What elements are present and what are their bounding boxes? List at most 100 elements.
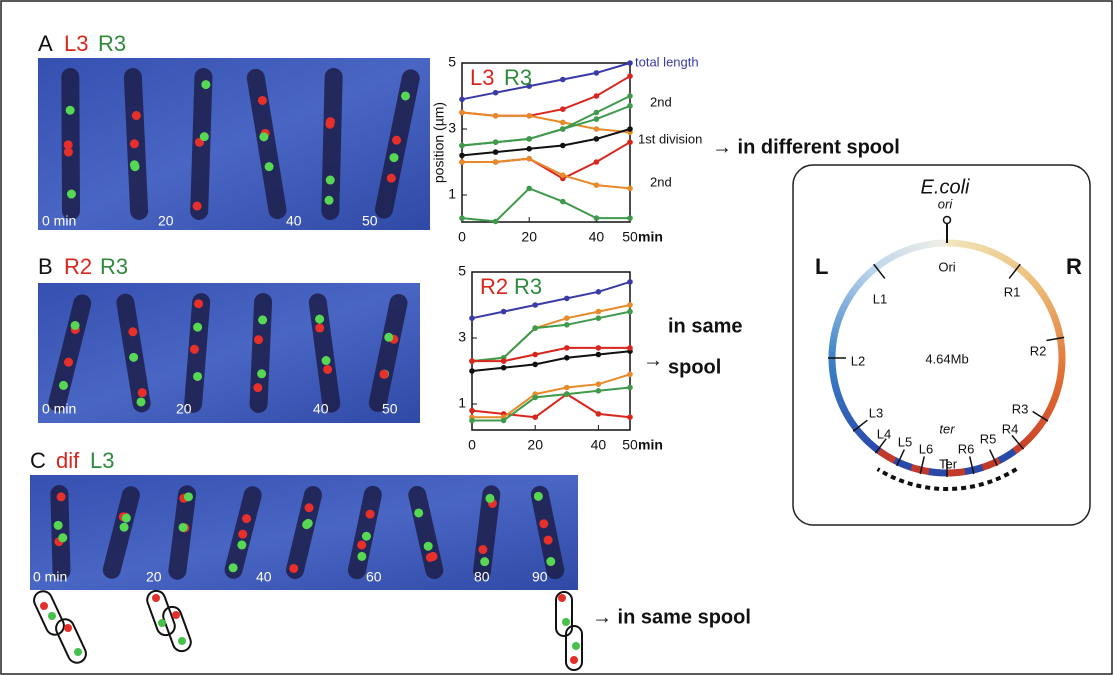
- ring-segment: [876, 447, 887, 458]
- ring-segment: [1025, 274, 1036, 284]
- site-label: L2: [851, 353, 865, 368]
- ring-segment: [992, 249, 1002, 259]
- data-point: [593, 70, 600, 76]
- time-label: 20: [176, 401, 192, 417]
- time-label: 0 min: [42, 401, 76, 417]
- ring-segment: [832, 320, 842, 330]
- time-label: 40: [286, 213, 302, 229]
- data-point: [564, 384, 570, 391]
- data-point: [595, 388, 602, 394]
- origin: Ori: [938, 259, 955, 274]
- focus: [130, 162, 140, 172]
- ring-segment: [915, 465, 924, 474]
- focus: [199, 132, 209, 142]
- data-point: [459, 109, 465, 116]
- data-point: [564, 295, 570, 302]
- ring-segment: [1053, 321, 1062, 330]
- focus: [485, 493, 495, 503]
- ring-segment: [1057, 345, 1066, 353]
- focus: [315, 323, 325, 333]
- x-tick-label: 0: [458, 229, 466, 245]
- data-point: [459, 152, 465, 159]
- conclusion: → in same spool: [592, 606, 751, 628]
- ring-segment: [1043, 298, 1053, 308]
- conclusion: → in different spool: [712, 136, 900, 158]
- genome-size: 4.64Mb: [925, 351, 968, 366]
- ring-segment: [858, 273, 869, 284]
- data-point: [627, 215, 633, 221]
- ring-segment: [975, 464, 984, 473]
- focus: [315, 314, 325, 324]
- cell-foci: [40, 594, 580, 664]
- ring-segment: [838, 303, 848, 313]
- focus: [193, 322, 203, 332]
- data-point: [500, 358, 507, 364]
- ring-segment: [832, 386, 841, 395]
- cell: [368, 294, 408, 412]
- data-point: [593, 109, 600, 116]
- site-tick: [1032, 410, 1049, 422]
- ring-segment: [1048, 309, 1058, 319]
- x-unit: min: [638, 437, 663, 453]
- probe-label: L3: [90, 448, 114, 473]
- data-point: [492, 149, 499, 155]
- time-label: 50: [382, 401, 398, 417]
- ring-segment: [997, 252, 1007, 262]
- cell: [184, 293, 211, 413]
- site-label: R1: [1004, 284, 1021, 299]
- ring-segment: [844, 292, 854, 303]
- data-point: [459, 159, 465, 165]
- data-point: [560, 142, 566, 149]
- focus: [56, 492, 66, 502]
- cell: [168, 485, 197, 580]
- probe-label: dif: [56, 448, 80, 473]
- data-point: [526, 146, 532, 152]
- data-point: [469, 315, 475, 322]
- y-tick-label: 1: [448, 186, 456, 202]
- data-point: [492, 159, 499, 165]
- data-point: [595, 381, 602, 388]
- ring-segment: [1007, 258, 1018, 269]
- probe-label: R2: [64, 254, 92, 279]
- data-point: [627, 279, 633, 285]
- focus: [543, 535, 553, 545]
- site-label: L5: [898, 434, 912, 449]
- ring-segment: [958, 240, 967, 248]
- ring-segment: [933, 468, 942, 477]
- series-line: [461, 187, 630, 223]
- ring-segment: [882, 255, 892, 265]
- ring-segment: [841, 298, 851, 308]
- focus: [237, 540, 247, 550]
- data-point: [627, 60, 633, 66]
- series-line: [471, 310, 631, 363]
- ring-segment: [1048, 397, 1058, 407]
- cell: [249, 293, 273, 413]
- focus: [304, 503, 314, 513]
- focus: [425, 552, 435, 562]
- focus: [289, 563, 299, 573]
- focus: [546, 557, 556, 567]
- cell: [246, 68, 287, 220]
- annotation: total length: [635, 54, 699, 69]
- focus: [193, 371, 203, 381]
- ring-segment: [828, 344, 837, 353]
- focus: [379, 369, 389, 379]
- site-label: L4: [877, 426, 891, 441]
- focus: [53, 520, 63, 530]
- ring-segment: [877, 258, 887, 268]
- focus: [321, 356, 331, 366]
- probe-label: L3: [470, 65, 494, 90]
- conclusion: in same: [668, 315, 742, 337]
- data-point: [627, 414, 633, 421]
- site-tick: [852, 419, 868, 432]
- ring-segment: [1040, 293, 1050, 303]
- focus: [389, 153, 399, 163]
- y-axis-label: position (µm): [431, 102, 447, 183]
- ring-segment: [893, 249, 903, 259]
- focus: [131, 111, 141, 121]
- data-point: [593, 116, 600, 122]
- data-point: [595, 411, 602, 417]
- ring-segment: [867, 265, 878, 276]
- data-point: [593, 93, 600, 99]
- focus: [178, 522, 188, 532]
